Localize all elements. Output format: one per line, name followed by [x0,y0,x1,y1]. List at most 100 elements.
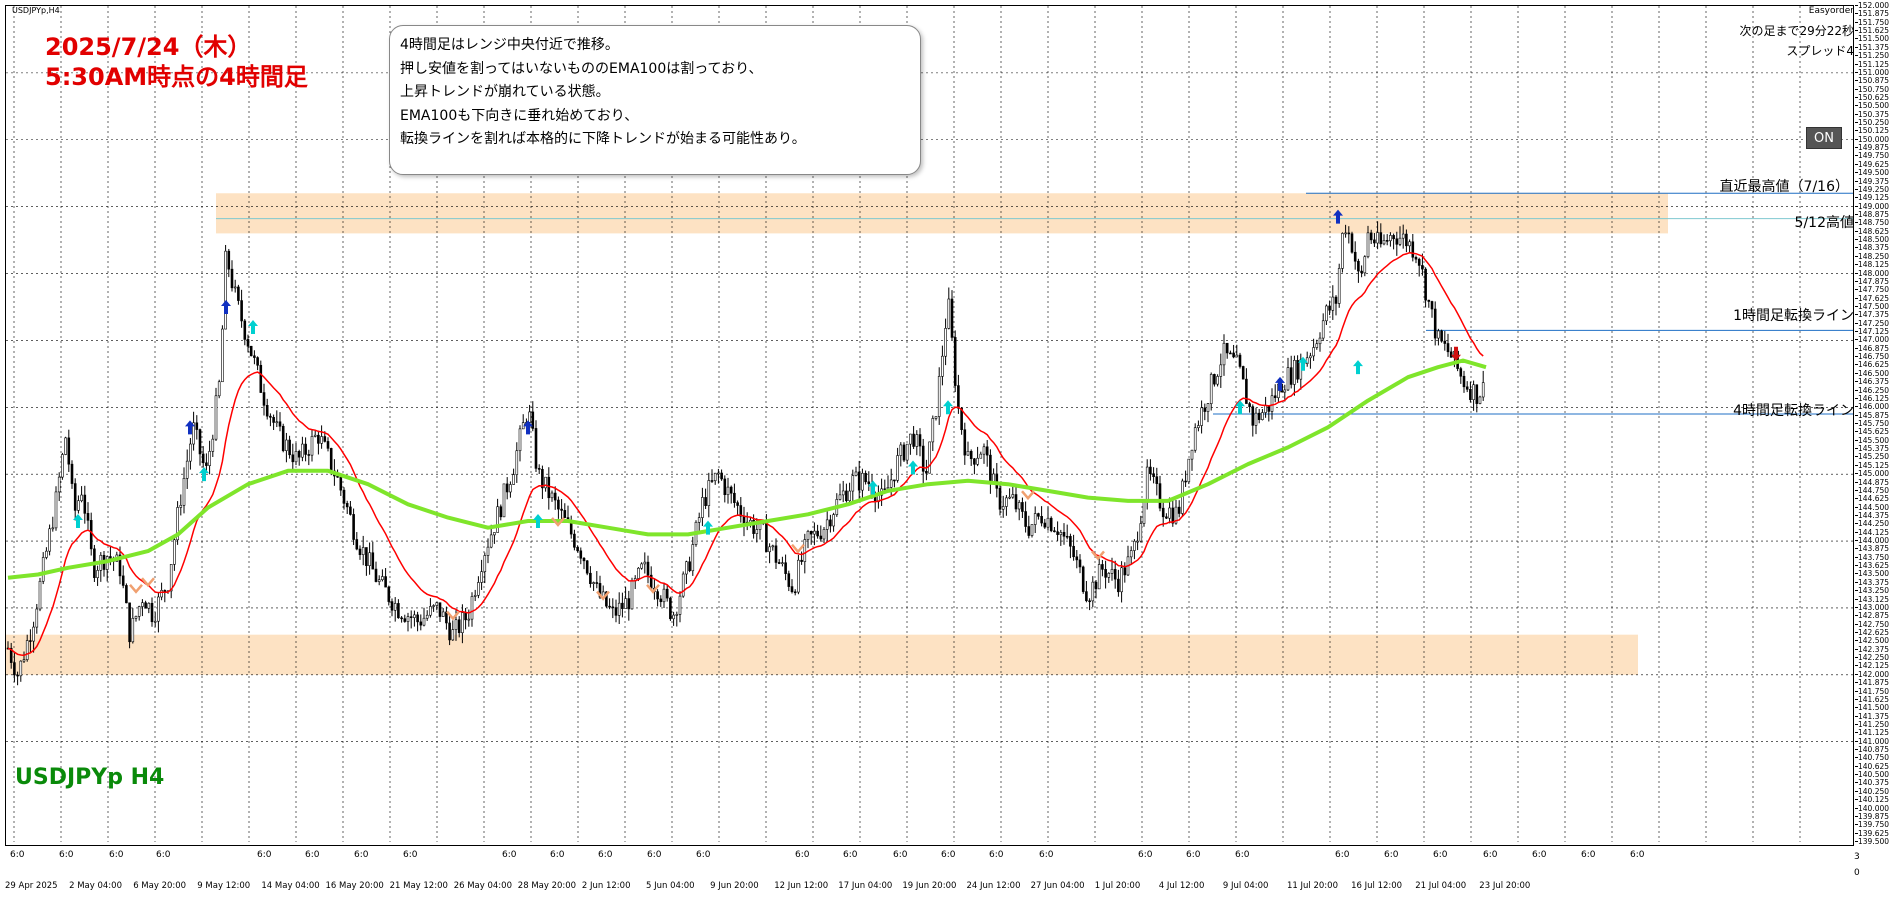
candle-body [377,579,381,582]
candle-body [1312,347,1315,357]
candle-body [531,411,535,429]
date-overlay: 2025/7/24（木） 5:30AM時点の4時間足 [45,32,308,92]
price-label: 139.500 [1858,837,1890,846]
candle-body [70,463,74,484]
candle-body [1283,389,1287,393]
candle-body [473,594,477,597]
candle-body [995,473,999,489]
date-label: 9 May 12:00 [197,881,251,891]
signal-marker-icon [551,517,565,527]
candle-body [470,596,474,620]
time-label: 6:0 [10,850,25,860]
price-label: 143.750 [1858,552,1890,562]
candle-body [1158,483,1162,509]
price-tick [1855,581,1858,583]
candle-body [656,591,659,600]
candle-body [889,479,893,488]
price-label: 142.125 [1858,661,1890,671]
price-label: 151.625 [1858,26,1890,36]
candle-body [387,586,391,602]
price-tick [1855,841,1858,842]
candle-body [691,544,695,572]
candle-body [1309,355,1312,359]
candle-body [57,476,61,493]
candle-body [912,433,915,447]
candle-body [893,479,896,482]
candle-body [141,602,144,607]
time-label: 6:0 [989,850,1004,860]
candle-body [493,532,496,536]
candle-body [1101,564,1104,570]
candle-body [1136,540,1139,543]
candle-body [595,582,599,584]
candle-body [182,478,186,506]
time-axis: 6:0 6:0 6:0 6:0 6:0 6:0 6:0 6:0 6:0 6:0 6:0 6:0 6:0 6… [5,846,1854,901]
price-tick [1855,423,1858,424]
price-tick [1855,113,1858,115]
candle-body [265,405,269,417]
candle-body [720,472,723,480]
candle-body [1053,530,1056,533]
candle-body [128,602,131,643]
candle-body [931,418,935,443]
price-tick [1855,21,1858,23]
price-label: 146.375 [1858,377,1890,387]
candle-body [233,286,237,289]
candle-body [243,320,247,340]
candle-body [83,494,87,514]
candle-body [1017,502,1021,510]
price-tick [1855,122,1858,124]
candle-body [1373,239,1376,244]
candle-body [1187,458,1191,483]
candle-body [294,451,298,463]
on-toggle-button[interactable]: ON [1806,127,1842,149]
price-tick [1855,632,1858,633]
price-label: 147.875 [1858,276,1890,286]
candle-body [1357,260,1360,272]
candle-body [1353,251,1357,262]
signal-up-arrow-icon [248,320,258,335]
time-label: 6:0 [305,850,320,860]
price-label: 151.125 [1858,59,1890,69]
price-tick [1855,214,1858,215]
price-tick [1855,364,1858,366]
price-tick [1855,657,1858,659]
spread-indicator: スプレッド4 [1786,44,1854,58]
candle-body [355,539,359,550]
candle-body [1024,511,1027,527]
candle-body [9,647,13,663]
price-tick [1855,38,1858,40]
candle-body [64,437,67,455]
candle-body [1433,308,1437,339]
price-label: 144.125 [1858,527,1890,537]
price-tick [1855,239,1858,241]
candle-body [1475,384,1479,404]
price-label: 141.750 [1858,686,1890,696]
price-label: 147.625 [1858,293,1890,303]
candle-body [665,588,669,599]
candle-body [809,531,813,535]
price-tick [1855,824,1858,826]
candle-body [969,450,973,460]
candle-body [496,506,499,533]
price-tick [1855,665,1858,667]
candle-body [1011,494,1015,498]
candle-body [368,552,371,566]
time-label: 6:0 [1186,850,1201,860]
price-label: 149.875 [1858,143,1890,153]
candle-body [717,472,720,475]
signal-up-arrow-icon [221,299,231,314]
price-tick [1855,723,1858,725]
price-tick [1855,464,1858,466]
candle-body [288,439,291,456]
candle-body [640,563,643,569]
candle-body [54,491,58,529]
date-label: 29 Apr 2025 [5,881,58,891]
chart-area[interactable] [5,5,1854,846]
candle-body [573,533,576,548]
price-label: 147.250 [1858,318,1890,328]
price-tick [1855,414,1858,416]
price-tick [1855,188,1858,190]
price-label: 142.875 [1858,611,1890,621]
candle-body [886,487,890,490]
